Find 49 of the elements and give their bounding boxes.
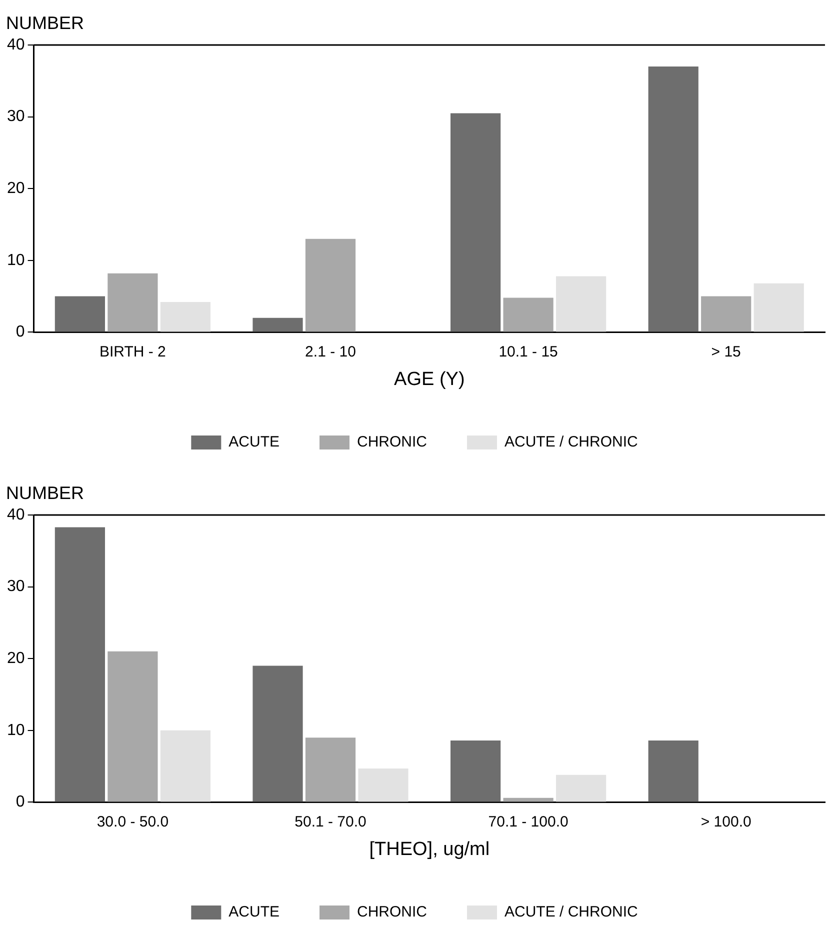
x-tick-label: 30.0 - 50.0	[96, 813, 169, 830]
bar	[503, 298, 554, 332]
x-axis-title: [THEO], ug/ml	[369, 838, 490, 860]
bar	[54, 296, 106, 332]
bar	[108, 273, 158, 332]
legend-label: ACUTE	[228, 904, 280, 921]
x-tick-label: > 100.0	[700, 813, 752, 830]
x-tick-label: BIRTH - 2	[99, 343, 166, 360]
bar	[450, 740, 501, 802]
y-tick-label: 20	[7, 650, 25, 668]
bar	[160, 302, 210, 332]
bar	[648, 66, 698, 332]
y-axis-title: NUMBER	[6, 12, 84, 33]
bar	[450, 113, 501, 332]
legend-label: CHRONIC	[357, 904, 428, 921]
y-tick-label: 10	[7, 722, 25, 739]
legend-label: CHRONIC	[357, 434, 428, 451]
x-tick-label: 50.1 - 70.0	[294, 813, 366, 830]
x-tick-label: 2.1 - 10	[305, 343, 356, 360]
bar	[701, 296, 752, 332]
y-tick-label: 30	[7, 108, 25, 126]
bar	[358, 768, 408, 802]
bar	[108, 651, 158, 802]
x-tick-label: 70.1 - 100.0	[488, 813, 568, 830]
bar	[160, 730, 210, 802]
x-tick-label: > 15	[711, 343, 741, 360]
legend-label: ACUTE / CHRONIC	[504, 904, 638, 921]
y-axis-title: NUMBER	[6, 482, 84, 503]
y-tick-label: 40	[7, 36, 25, 54]
y-tick-label: 20	[7, 180, 25, 198]
bar	[648, 740, 698, 802]
x-axis-title: AGE (Y)	[394, 368, 465, 390]
bar	[305, 738, 356, 802]
bar	[556, 276, 606, 332]
bar	[754, 283, 804, 332]
bar	[556, 774, 606, 802]
y-tick-label: 40	[7, 506, 25, 524]
y-tick-label: 10	[7, 252, 25, 269]
bar	[252, 318, 303, 332]
bar	[503, 798, 554, 802]
bar	[54, 527, 106, 802]
legend-label: ACUTE	[228, 434, 280, 451]
y-tick-label: 0	[16, 794, 25, 811]
y-tick-label: 0	[16, 324, 25, 341]
bar	[252, 666, 303, 802]
legend-label: ACUTE / CHRONIC	[504, 434, 638, 451]
y-tick-label: 30	[7, 578, 25, 596]
x-tick-label: 10.1 - 15	[498, 343, 558, 360]
bar	[305, 238, 356, 332]
